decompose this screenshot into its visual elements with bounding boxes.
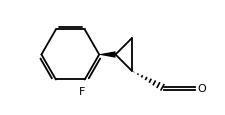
Text: O: O: [196, 84, 205, 94]
Text: F: F: [79, 86, 85, 96]
Polygon shape: [99, 52, 115, 58]
